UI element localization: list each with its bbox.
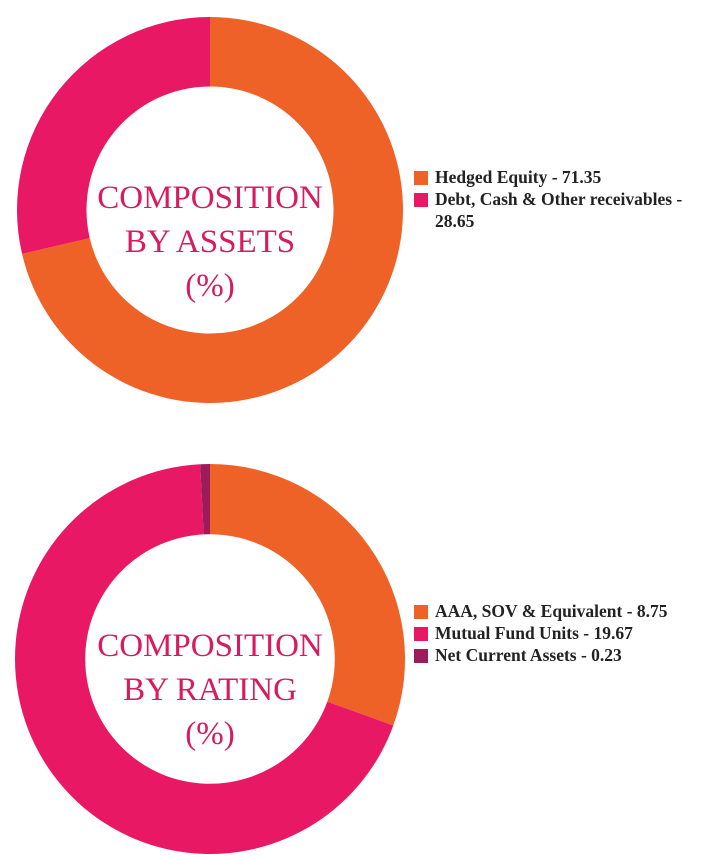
legend-label: Net Current Assets - 0.23	[435, 645, 622, 665]
legend-item-net-current-assets: Net Current Assets - 0.23	[414, 644, 674, 666]
donut-slice-0	[210, 464, 405, 726]
donut-slice-0	[22, 17, 404, 403]
legend-item-aaa-sov: AAA, SOV & Equivalent - 8.75	[414, 600, 674, 622]
assets-title-line-3: (%)	[185, 268, 235, 304]
legend-label: Debt, Cash & Other receivables - 28.65	[435, 189, 683, 231]
legend-swatch	[414, 627, 428, 641]
donut-slice-2	[200, 464, 210, 535]
assets-legend: Hedged Equity - 71.35 Debt, Cash & Other…	[414, 166, 711, 232]
legend-label: AAA, SOV & Equivalent - 8.75	[435, 601, 668, 621]
legend-item-mutual-fund-units: Mutual Fund Units - 19.67	[414, 622, 674, 644]
legend-item-debt-cash: Debt, Cash & Other receivables - 28.65	[414, 188, 711, 232]
legend-label: Mutual Fund Units - 19.67	[435, 623, 633, 643]
rating-composition-chart: COMPOSITION BY RATING (%) AAA, SOV & Equ…	[0, 440, 711, 857]
legend-swatch	[414, 193, 428, 207]
legend-swatch	[414, 605, 428, 619]
donut-slice-1	[15, 464, 394, 854]
rating-legend: AAA, SOV & Equivalent - 8.75 Mutual Fund…	[414, 600, 674, 666]
rating-donut	[15, 464, 405, 854]
legend-item-hedged-equity: Hedged Equity - 71.35	[414, 166, 711, 188]
rating-title-line-2: BY RATING	[123, 672, 297, 708]
assets-chart-title: COMPOSITION BY ASSETS (%)	[60, 176, 360, 308]
legend-swatch	[414, 171, 428, 185]
assets-title-line-2: BY ASSETS	[124, 224, 296, 260]
assets-donut	[16, 17, 404, 403]
rating-title-line-1: COMPOSITION	[97, 628, 323, 664]
legend-swatch	[414, 649, 428, 663]
donut-slice-1	[16, 17, 210, 254]
assets-composition-chart: COMPOSITION BY ASSETS (%) Hedged Equity …	[0, 0, 711, 420]
legend-label: Hedged Equity - 71.35	[435, 167, 602, 187]
rating-title-line-3: (%)	[185, 716, 235, 752]
rating-chart-title: COMPOSITION BY RATING (%)	[60, 624, 360, 756]
assets-title-line-1: COMPOSITION	[97, 180, 323, 216]
